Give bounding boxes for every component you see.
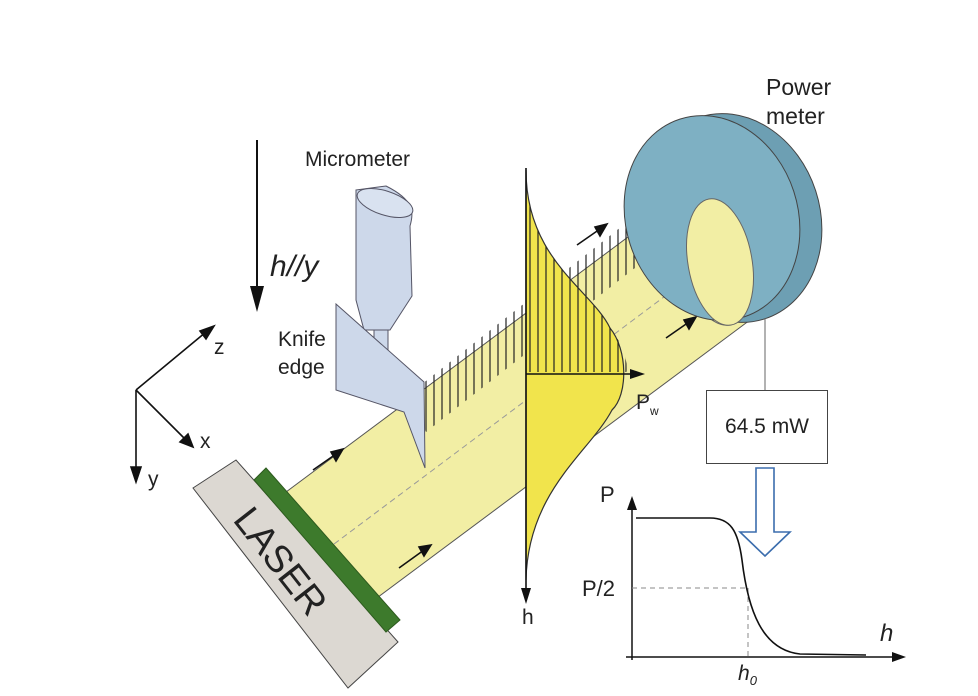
beam-axis — [317, 257, 717, 557]
knife-edge-label-2: edge — [278, 356, 325, 379]
beam-direction-arrows — [312, 222, 698, 569]
axis-y-label: y — [148, 468, 159, 491]
graph-h0-label: h0 — [738, 662, 758, 688]
hy-label: h//y — [270, 250, 320, 283]
graph-half-label: P/2 — [582, 576, 615, 601]
power-vs-h-graph — [626, 496, 906, 662]
coordinate-axes — [129, 324, 216, 485]
knife-edge — [335, 302, 426, 469]
power-meter — [623, 113, 823, 326]
power-readout-value: 64.5 mW — [724, 415, 810, 438]
graph-x-label: h — [880, 620, 893, 647]
knife-edge-label-1: Knife — [278, 328, 326, 351]
micrometer-label: Micrometer — [305, 148, 410, 171]
micrometer — [355, 185, 414, 371]
laser-head — [192, 459, 401, 689]
output-arrow — [738, 467, 792, 558]
pw-label: Pw — [636, 391, 659, 418]
gaussian-profile — [521, 168, 645, 604]
power-meter-label-1: Power — [766, 74, 832, 100]
power-readout: 64.5 mW — [706, 390, 828, 464]
power-meter-label-2: meter — [766, 103, 825, 129]
axis-x-label: x — [200, 430, 211, 453]
h-parallel-y-arrow — [250, 140, 264, 312]
graph-y-label: P — [600, 482, 615, 507]
profile-h-label: h — [522, 606, 534, 629]
axis-z-label: z — [214, 336, 225, 359]
